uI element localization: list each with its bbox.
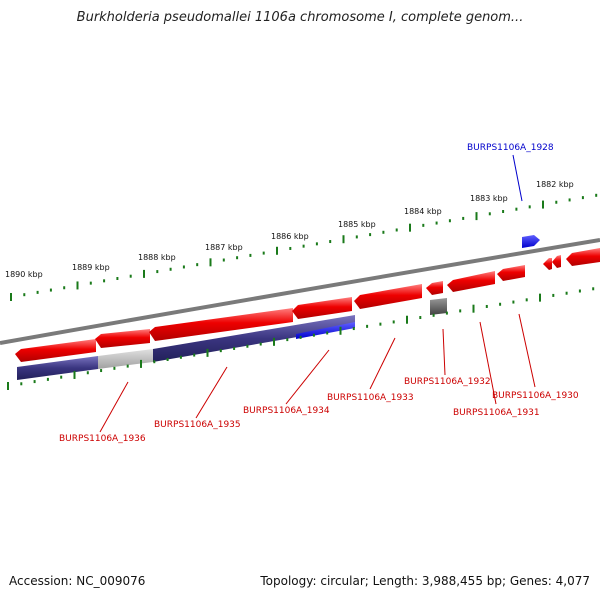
gene-bar[interactable] xyxy=(430,298,447,315)
scale-tick-label: 1890 kbp xyxy=(5,270,43,279)
leader-line xyxy=(195,366,228,419)
leader-line xyxy=(442,328,446,376)
scale-tick-label: 1888 kbp xyxy=(138,253,176,262)
gene-label-1932[interactable]: BURPS1106A_1932 xyxy=(404,377,491,387)
gene-label-1928[interactable]: BURPS1106A_1928 xyxy=(467,143,554,153)
scale-tick-label: 1886 kbp xyxy=(271,232,309,241)
leader-line xyxy=(479,321,497,405)
chromosome-backbone xyxy=(0,238,600,345)
gene-bar[interactable] xyxy=(98,349,153,369)
gene-label-1930[interactable]: BURPS1106A_1930 xyxy=(492,391,579,401)
gene-bar[interactable] xyxy=(17,356,98,380)
scale-tick-label: 1887 kbp xyxy=(205,243,243,252)
gene-arrow[interactable] xyxy=(292,297,352,319)
scale-tick-label: 1884 kbp xyxy=(404,207,442,216)
gene-bar[interactable] xyxy=(153,315,355,362)
genome-summary-text: Topology: circular; Length: 3,988,455 bp… xyxy=(260,574,590,588)
gene-arrow[interactable] xyxy=(149,308,293,341)
gene-bar[interactable] xyxy=(296,322,355,339)
map-title: Burkholderia pseudomallei 1106a chromoso… xyxy=(76,10,524,25)
gene-label-1931[interactable]: BURPS1106A_1931 xyxy=(453,408,540,418)
scale-tick-label: 1883 kbp xyxy=(470,194,508,203)
gene-label-1936[interactable]: BURPS1106A_1936 xyxy=(59,434,146,444)
scale-tick-label: 1889 kbp xyxy=(72,263,110,272)
leader-line xyxy=(285,349,330,405)
gene-arrow[interactable] xyxy=(522,235,540,248)
gene-arrow[interactable] xyxy=(95,329,150,348)
lower-scale-track xyxy=(7,287,595,390)
scale-labels: 1890 kbp 1889 kbp 1888 kbp 1887 kbp 1886… xyxy=(5,180,574,279)
forward-genes xyxy=(15,248,600,362)
accession-text: Accession: NC_009076 xyxy=(9,574,146,588)
gene-labels: BURPS1106A_1928 BURPS1106A_1932 BURPS110… xyxy=(59,143,579,444)
gene-arrow[interactable] xyxy=(447,271,495,292)
gene-arrow[interactable] xyxy=(497,265,525,281)
gene-arrow[interactable] xyxy=(15,339,96,362)
leader-line xyxy=(99,381,129,433)
leader-line xyxy=(369,337,396,390)
upper-scale-track xyxy=(10,193,598,301)
gene-label-1935[interactable]: BURPS1106A_1935 xyxy=(154,420,241,430)
gene-arrow[interactable] xyxy=(426,281,443,295)
scale-tick-label: 1885 kbp xyxy=(338,220,376,229)
gene-label-1933[interactable]: BURPS1106A_1933 xyxy=(327,393,414,403)
scale-tick-label: 1882 kbp xyxy=(536,180,574,189)
gene-label-1934[interactable]: BURPS1106A_1934 xyxy=(243,406,330,416)
gene-arrow[interactable] xyxy=(354,284,422,309)
gene-arrow[interactable] xyxy=(566,248,600,266)
leader-line xyxy=(518,313,536,388)
gene-arrow[interactable] xyxy=(543,258,552,270)
gene-arrow[interactable] xyxy=(552,255,561,268)
leader-line xyxy=(512,154,523,202)
leader-lines xyxy=(99,154,536,433)
reverse-genes xyxy=(17,235,540,380)
